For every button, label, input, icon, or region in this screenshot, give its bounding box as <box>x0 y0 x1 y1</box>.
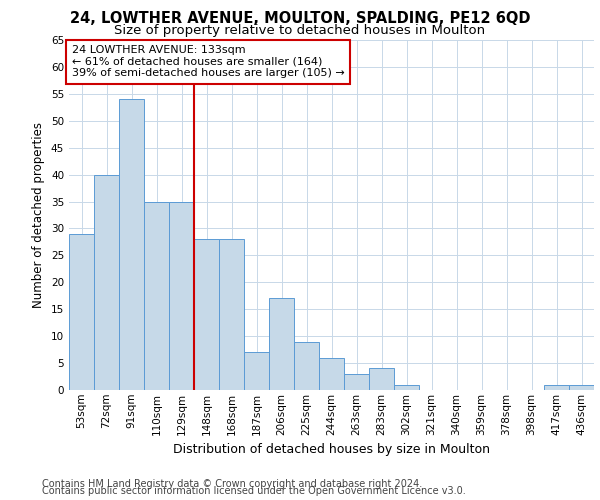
Bar <box>319 358 344 390</box>
Text: Size of property relative to detached houses in Moulton: Size of property relative to detached ho… <box>115 24 485 37</box>
Bar <box>119 99 144 390</box>
Bar <box>294 342 319 390</box>
Bar <box>194 239 219 390</box>
Text: Contains HM Land Registry data © Crown copyright and database right 2024.: Contains HM Land Registry data © Crown c… <box>42 479 422 489</box>
Text: Contains public sector information licensed under the Open Government Licence v3: Contains public sector information licen… <box>42 486 466 496</box>
Text: 24 LOWTHER AVENUE: 133sqm
← 61% of detached houses are smaller (164)
39% of semi: 24 LOWTHER AVENUE: 133sqm ← 61% of detac… <box>71 46 344 78</box>
Bar <box>269 298 294 390</box>
X-axis label: Distribution of detached houses by size in Moulton: Distribution of detached houses by size … <box>173 443 490 456</box>
Bar <box>569 384 594 390</box>
Bar <box>544 384 569 390</box>
Bar <box>394 384 419 390</box>
Bar <box>169 202 194 390</box>
Bar <box>369 368 394 390</box>
Bar <box>144 202 169 390</box>
Bar <box>244 352 269 390</box>
Bar <box>219 239 244 390</box>
Bar <box>94 174 119 390</box>
Bar <box>69 234 94 390</box>
Y-axis label: Number of detached properties: Number of detached properties <box>32 122 46 308</box>
Text: 24, LOWTHER AVENUE, MOULTON, SPALDING, PE12 6QD: 24, LOWTHER AVENUE, MOULTON, SPALDING, P… <box>70 11 530 26</box>
Bar <box>344 374 369 390</box>
